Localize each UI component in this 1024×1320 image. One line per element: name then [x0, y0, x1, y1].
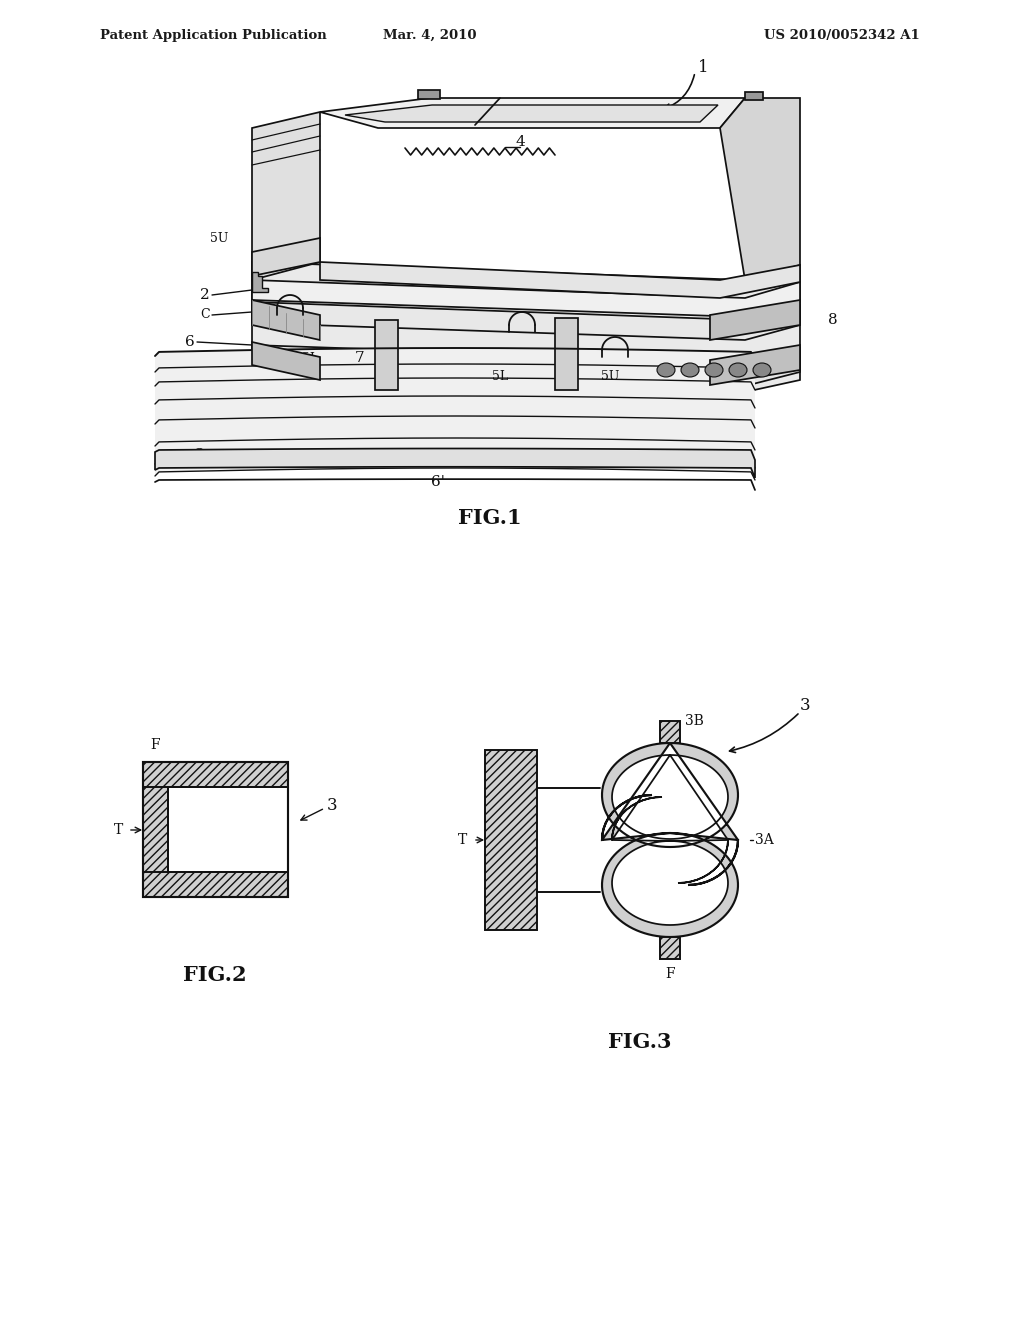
Polygon shape: [155, 449, 755, 478]
Text: 3A: 3A: [755, 833, 774, 847]
Text: F: F: [151, 738, 160, 752]
Text: FIG.1: FIG.1: [458, 508, 522, 528]
Text: 6: 6: [185, 335, 195, 348]
Polygon shape: [710, 300, 800, 341]
Bar: [660, 721, 680, 743]
Polygon shape: [252, 112, 319, 280]
Text: F: F: [666, 968, 675, 981]
Polygon shape: [252, 272, 268, 292]
Text: FIG.2: FIG.2: [183, 965, 247, 985]
Text: 5L: 5L: [302, 351, 318, 364]
Text: 6': 6': [431, 475, 445, 488]
Ellipse shape: [753, 363, 771, 378]
Polygon shape: [710, 345, 800, 385]
Text: 3: 3: [327, 796, 337, 813]
Text: 3: 3: [196, 447, 205, 462]
Text: FIG.3: FIG.3: [608, 1032, 672, 1052]
Bar: [143, 873, 288, 898]
Bar: [143, 762, 288, 787]
Text: F: F: [270, 256, 280, 268]
Text: 5L: 5L: [492, 370, 508, 383]
Polygon shape: [612, 755, 728, 925]
Text: 2: 2: [201, 288, 210, 302]
Polygon shape: [375, 319, 398, 389]
Polygon shape: [602, 743, 738, 937]
Bar: [143, 762, 168, 898]
Polygon shape: [319, 98, 745, 128]
Polygon shape: [319, 261, 800, 298]
Ellipse shape: [729, 363, 746, 378]
Text: T: T: [458, 833, 467, 847]
Ellipse shape: [681, 363, 699, 378]
Ellipse shape: [657, 363, 675, 378]
Text: 1: 1: [697, 58, 709, 75]
Polygon shape: [252, 302, 800, 341]
Text: C: C: [201, 309, 210, 322]
Polygon shape: [252, 345, 800, 385]
Polygon shape: [602, 743, 738, 937]
Text: 5U: 5U: [601, 370, 620, 383]
Text: 3: 3: [800, 697, 810, 714]
Bar: [168, 787, 288, 873]
Text: US 2010/0052342 A1: US 2010/0052342 A1: [764, 29, 920, 41]
Text: 5U: 5U: [210, 231, 228, 244]
Text: T: T: [114, 822, 123, 837]
Polygon shape: [720, 98, 800, 280]
Polygon shape: [252, 280, 800, 317]
Text: 4: 4: [515, 135, 525, 149]
Text: 3B: 3B: [685, 714, 703, 729]
Polygon shape: [252, 261, 800, 392]
Polygon shape: [745, 92, 763, 100]
Bar: [660, 937, 680, 960]
Ellipse shape: [705, 363, 723, 378]
Polygon shape: [345, 106, 718, 121]
Polygon shape: [418, 90, 440, 99]
Bar: [485, 750, 537, 931]
Text: 8: 8: [828, 313, 838, 327]
Polygon shape: [555, 318, 578, 389]
Polygon shape: [252, 238, 319, 276]
Polygon shape: [252, 300, 319, 341]
Polygon shape: [155, 348, 755, 480]
Polygon shape: [252, 342, 319, 380]
Text: Mar. 4, 2010: Mar. 4, 2010: [383, 29, 477, 41]
Polygon shape: [143, 762, 288, 898]
Text: Patent Application Publication: Patent Application Publication: [100, 29, 327, 41]
Text: 7: 7: [355, 351, 365, 366]
